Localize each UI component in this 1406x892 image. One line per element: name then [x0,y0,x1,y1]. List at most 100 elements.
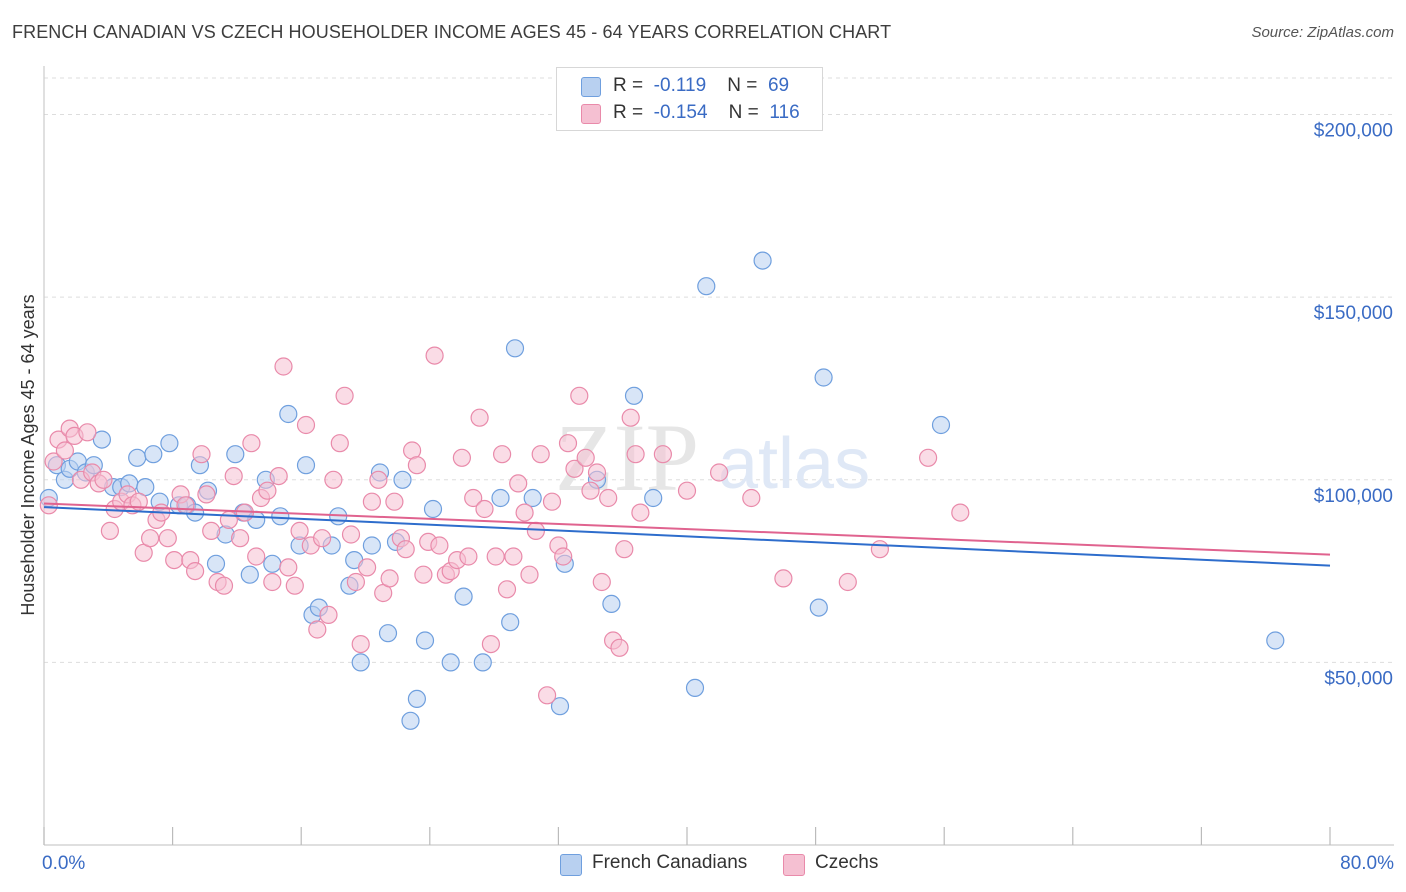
point-czechs [504,547,523,566]
legend-row-text: R = -0.154 N = 116 [613,102,800,124]
point-czechs [242,434,261,453]
point-czechs [362,492,381,511]
r-label: R = [613,102,644,123]
legend-swatch-pink [581,104,601,124]
point-french-canadians [279,404,298,424]
n-value: 116 [769,102,800,123]
point-french-canadians [128,448,147,467]
point-czechs [407,456,426,475]
x-tick-label: 80.0% [1340,853,1394,874]
y-tick-label: $50,000 [1324,668,1393,689]
point-czechs [186,561,205,581]
point-czechs [44,452,63,471]
legend-label: Czechs [815,852,879,873]
point-czechs [290,521,309,541]
legend-swatch-blue [560,854,582,876]
point-french-canadians [423,499,443,519]
point-czechs [742,488,761,508]
point-czechs [78,423,97,442]
point-french-canadians [602,594,621,614]
point-czechs [493,445,512,464]
x-tick-label: 0.0% [42,853,85,874]
legend-swatch-blue [581,77,601,97]
point-french-canadians [473,653,492,672]
point-czechs [615,540,634,559]
point-czechs [202,521,221,541]
trend-line-french-canadians [43,506,1331,567]
point-czechs [224,467,243,486]
point-czechs [531,445,550,464]
point-french-canadians [144,445,163,464]
point-czechs [677,481,697,500]
point-czechs [870,540,890,559]
point-czechs [385,492,404,511]
source-label: Source: ZipAtlas.com [1251,24,1394,41]
n-label: N = [728,102,759,123]
point-czechs [576,448,595,467]
point-czechs [537,686,557,705]
point-french-canadians [351,653,370,672]
legend-row-text: R = -0.119 N = 69 [613,75,789,97]
point-czechs [918,448,938,467]
point-czechs [475,499,494,519]
point-czechs [274,357,293,376]
point-czechs [554,547,573,566]
point-czechs [459,547,478,566]
point-czechs [100,521,120,541]
point-czechs [587,463,607,482]
point-czechs [129,492,148,511]
legend-swatch-pink [783,854,805,876]
point-czechs [279,558,298,577]
point-czechs [653,445,673,464]
r-value: -0.154 [653,102,708,123]
point-czechs [621,408,640,427]
point-czechs [570,386,589,405]
point-french-canadians [454,587,473,606]
point-czechs [425,346,444,365]
point-french-canadians [378,624,398,643]
point-french-canadians [809,598,828,617]
point-french-canadians [814,368,833,387]
point-czechs [592,572,611,592]
point-czechs [94,470,113,489]
point-czechs [515,503,534,522]
point-french-canadians [263,554,282,573]
point-french-canadians [401,711,420,730]
trend-lines [43,502,1331,567]
point-czechs [464,488,483,508]
point-czechs [497,580,517,599]
point-french-canadians [362,536,381,555]
point-french-canadians [1266,631,1285,650]
point-czechs [165,550,184,570]
n-value: 69 [767,75,790,96]
point-french-canadians [415,631,435,650]
point-czechs [141,529,160,548]
point-czechs [324,470,343,489]
point-czechs [509,474,528,493]
point-french-canadians [644,488,663,508]
point-french-canadians [393,470,412,489]
point-czechs [313,529,332,548]
point-czechs [396,540,415,559]
point-czechs [414,565,433,584]
n-label: N = [727,75,758,96]
point-czechs [520,565,539,584]
point-czechs [838,572,857,592]
point-czechs [951,503,970,522]
stats-legend: R = -0.119 N = 69 R = -0.154 N = 116 [556,67,823,131]
point-french-canadians [523,488,542,508]
point-czechs [197,485,216,504]
point-czechs [263,572,282,592]
point-french-canadians [931,415,951,435]
point-czechs [285,576,304,595]
point-czechs [631,503,650,522]
point-czechs [341,525,361,544]
y-tick-label: $200,000 [1314,121,1393,142]
point-czechs [581,481,600,500]
point-czechs [610,638,629,657]
y-tick-label: $100,000 [1314,486,1393,507]
point-czechs [351,634,370,654]
legend-label: French Canadians [592,852,748,873]
trend-line-czechs [43,502,1331,556]
